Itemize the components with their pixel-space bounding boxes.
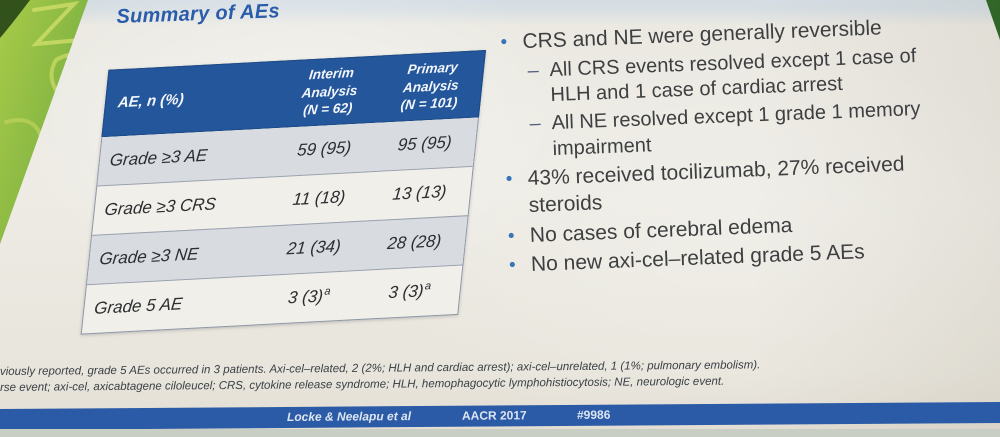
dash-marker-icon: – <box>527 59 540 82</box>
bullet-dot-icon: • <box>500 31 508 53</box>
row-interim-value: 11 (18) <box>268 186 371 212</box>
table-header-interim: Interim Analysis (N = 62) <box>301 64 359 118</box>
footer-conference: AACR 2017 <box>461 408 527 423</box>
value-text: 21 (34) <box>285 236 342 259</box>
row-label: Grade 5 AE <box>93 293 184 318</box>
table-header-primary: Primary Analysis (N = 101) <box>399 59 460 113</box>
slide-title: Summary of AEs <box>116 0 281 28</box>
ae-summary-table: AE, n (%) Interim Analysis (N = 62) Prim… <box>80 50 486 335</box>
row-interim-value: 59 (95) <box>273 136 376 162</box>
value-superscript: a <box>323 285 332 299</box>
footer-bar: Locke & Neelapu et al AACR 2017 #9986 <box>0 401 1000 430</box>
row-primary-value: 95 (95) <box>374 131 477 157</box>
value-text: 95 (95) <box>396 132 453 155</box>
bullet-list: • CRS and NE were generally reversible –… <box>500 13 961 283</box>
row-label: Grade ≥3 AE <box>108 145 209 170</box>
bullet-dot-icon: • <box>508 254 517 277</box>
dark-corner-shadow <box>0 0 30 38</box>
zigzag-doodle <box>30 1 82 47</box>
row-interim-value: 21 (34) <box>263 235 366 261</box>
value-superscript: a <box>424 280 432 293</box>
photo-bottom-edge <box>0 429 1000 437</box>
row-label: Grade ≥3 CRS <box>103 193 218 219</box>
value-text: 3 (3) <box>287 286 325 308</box>
bullet-dot-icon: • <box>507 225 515 247</box>
value-superscript <box>352 137 353 149</box>
row-primary-value: 28 (28) <box>363 230 466 256</box>
footer-authors: Locke & Neelapu et al <box>286 409 412 424</box>
value-text: 3 (3) <box>387 281 425 303</box>
value-text: 11 (18) <box>291 187 347 210</box>
dash-marker-icon: – <box>529 112 542 136</box>
footnotes: viously reported, grade 5 AEs occurred i… <box>0 357 1000 398</box>
table-body: Grade ≥3 AE 59 (95) 95 (95) Grade ≥3 CRS… <box>80 117 479 335</box>
footer-poster-number: #9986 <box>576 407 611 422</box>
row-interim-value: 3 (3)a <box>258 284 361 310</box>
row-primary-value: 3 (3)a <box>358 279 461 305</box>
bullet-dot-icon: • <box>505 168 513 191</box>
row-label: Grade ≥3 NE <box>98 243 200 269</box>
value-superscript <box>447 181 448 193</box>
value-text: 28 (28) <box>386 231 443 254</box>
value-text: 59 (95) <box>296 138 353 161</box>
table-header-ae: AE, n (%) <box>117 90 185 111</box>
curve-doodle <box>4 118 44 142</box>
value-text: 13 (13) <box>391 182 448 205</box>
row-primary-value: 13 (13) <box>369 180 472 206</box>
value-superscript <box>341 236 342 248</box>
value-superscript <box>452 132 453 144</box>
value-superscript <box>442 231 443 243</box>
